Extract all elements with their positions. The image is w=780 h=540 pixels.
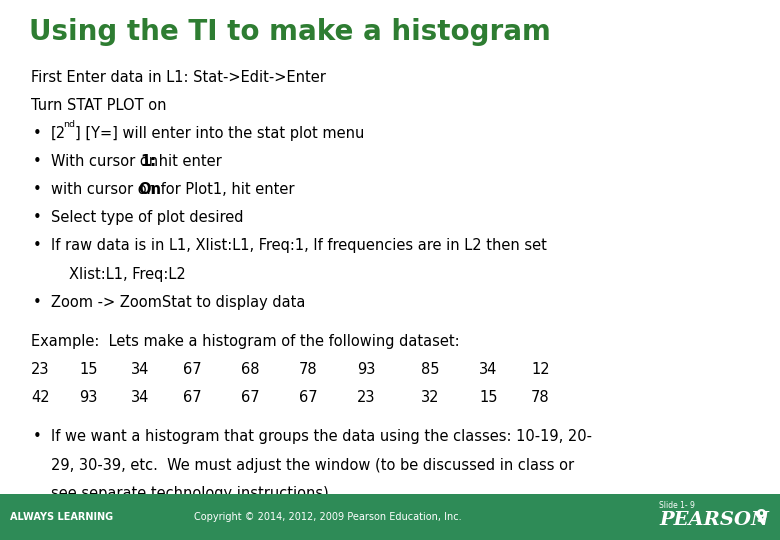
Text: 67: 67	[300, 390, 317, 405]
Bar	[0, 494, 780, 540]
Text: 15: 15	[80, 362, 98, 377]
Text: hit enter: hit enter	[154, 154, 222, 169]
Text: 23: 23	[357, 390, 376, 405]
Text: ] [Y=] will enter into the stat plot menu: ] [Y=] will enter into the stat plot men…	[75, 126, 364, 141]
Text: 93: 93	[80, 390, 98, 405]
Text: see separate technology instructions).: see separate technology instructions).	[51, 485, 333, 501]
Text: With cursor on: With cursor on	[51, 154, 162, 169]
Text: 23: 23	[31, 362, 50, 377]
Text: Zoom -> ZoomStat to display data: Zoom -> ZoomStat to display data	[51, 295, 305, 309]
Text: 78: 78	[300, 362, 317, 377]
Text: •: •	[34, 211, 42, 225]
Text: 42: 42	[31, 390, 50, 405]
Text: 68: 68	[241, 362, 260, 377]
Text: 67: 67	[241, 390, 260, 405]
Text: [2: [2	[51, 126, 66, 141]
Text: •: •	[34, 295, 42, 309]
Text: 29, 30-39, etc.  We must adjust the window (to be discussed in class or: 29, 30-39, etc. We must adjust the windo…	[51, 457, 574, 472]
Text: PEARSON: PEARSON	[659, 511, 769, 529]
Text: •: •	[34, 239, 42, 253]
Text: •: •	[34, 183, 42, 197]
Text: for Plot1, hit enter: for Plot1, hit enter	[156, 183, 294, 197]
Text: If we want a histogram that groups the data using the classes: 10-19, 20-: If we want a histogram that groups the d…	[51, 429, 592, 444]
Text: 78: 78	[531, 390, 550, 405]
Text: •: •	[34, 126, 42, 141]
Text: 34: 34	[131, 390, 150, 405]
Text: If raw data is in L1, Xlist:L1, Freq:1, If frequencies are in L2 then set: If raw data is in L1, Xlist:L1, Freq:1, …	[51, 239, 547, 253]
Text: Using the TI to make a histogram: Using the TI to make a histogram	[29, 18, 551, 46]
Text: 34: 34	[131, 362, 150, 377]
Text: 67: 67	[183, 362, 202, 377]
Text: 32: 32	[421, 390, 440, 405]
Text: 15: 15	[479, 390, 498, 405]
Text: •: •	[34, 429, 42, 444]
Text: Select type of plot desired: Select type of plot desired	[51, 211, 243, 225]
Text: with cursor on: with cursor on	[51, 183, 161, 197]
Text: Xlist:L1, Freq:L2: Xlist:L1, Freq:L2	[69, 267, 186, 281]
Text: nd: nd	[62, 120, 75, 129]
Text: 34: 34	[479, 362, 498, 377]
Text: ALWAYS LEARNING: ALWAYS LEARNING	[10, 512, 113, 522]
Text: Copyright © 2014, 2012, 2009 Pearson Education, Inc.: Copyright © 2014, 2012, 2009 Pearson Edu…	[193, 512, 462, 522]
Text: 9: 9	[755, 508, 767, 526]
Text: 67: 67	[183, 390, 202, 405]
Text: 1:: 1:	[140, 154, 157, 169]
Text: 12: 12	[531, 362, 550, 377]
Text: 85: 85	[421, 362, 440, 377]
Text: Turn STAT PLOT on: Turn STAT PLOT on	[31, 98, 167, 113]
Text: •: •	[34, 154, 42, 169]
Text: On: On	[139, 183, 161, 197]
Text: 93: 93	[357, 362, 376, 377]
Text: Slide 1- 9: Slide 1- 9	[659, 501, 695, 510]
Text: First Enter data in L1: Stat->Edit->Enter: First Enter data in L1: Stat->Edit->Ente…	[31, 70, 326, 85]
Text: Example:  Lets make a histogram of the following dataset:: Example: Lets make a histogram of the fo…	[31, 334, 460, 349]
